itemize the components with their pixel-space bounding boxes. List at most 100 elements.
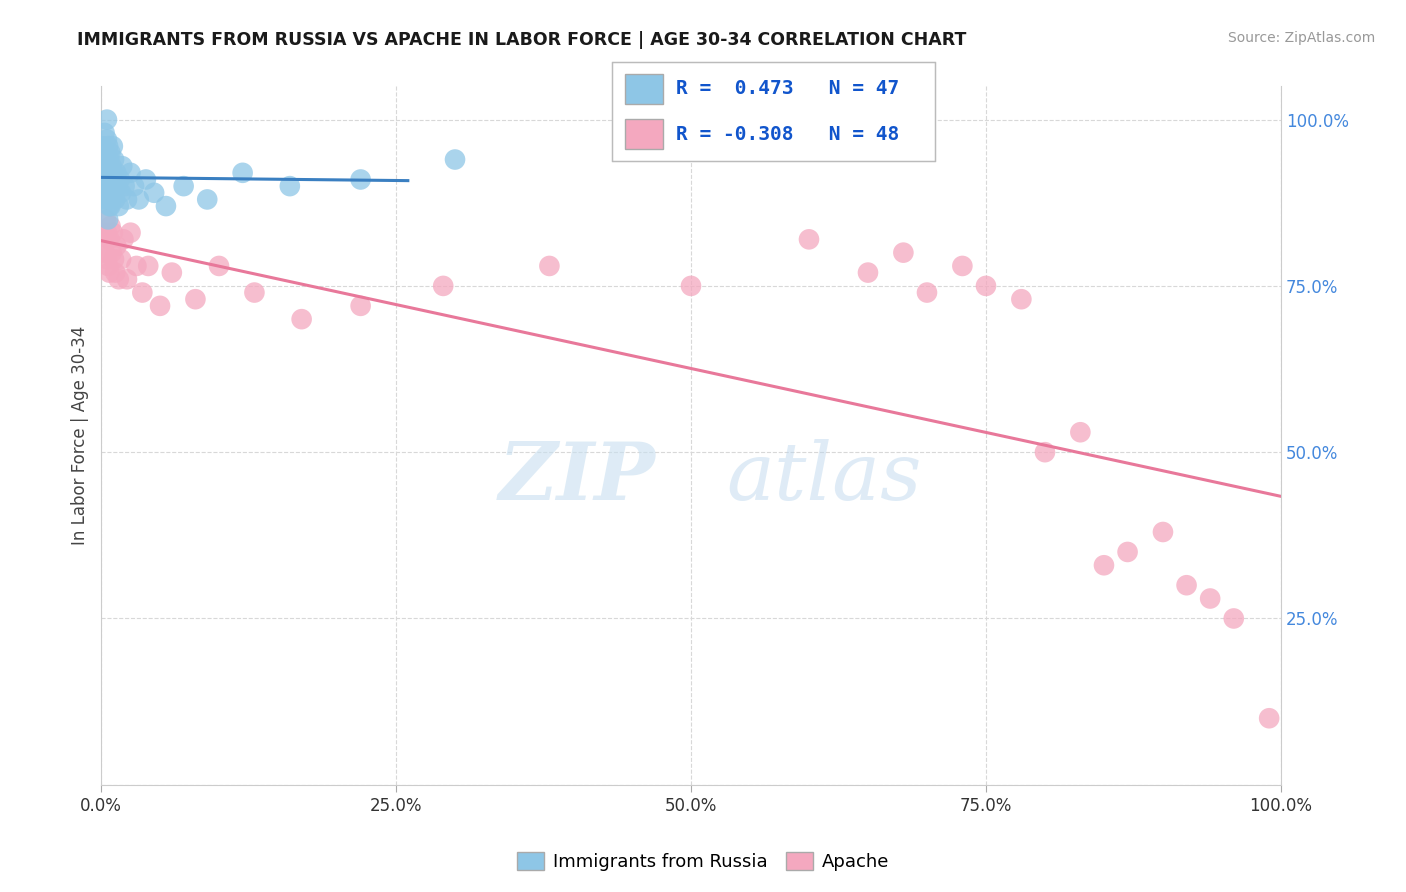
Point	[96, 112, 118, 127]
Point	[96, 132, 118, 146]
Point	[97, 166, 120, 180]
Point	[125, 259, 148, 273]
Point	[1116, 545, 1139, 559]
Point	[120, 226, 142, 240]
Point	[291, 312, 314, 326]
Point	[432, 279, 454, 293]
Point	[893, 245, 915, 260]
Point	[97, 139, 120, 153]
Point	[94, 145, 117, 160]
Point	[96, 159, 118, 173]
Point	[444, 153, 467, 167]
Point	[112, 232, 135, 246]
Point	[122, 179, 145, 194]
Point	[91, 232, 114, 246]
Text: R =  0.473   N = 47: R = 0.473 N = 47	[676, 79, 900, 98]
Point	[115, 272, 138, 286]
Point	[1258, 711, 1281, 725]
Point	[1069, 425, 1091, 440]
Point	[104, 193, 127, 207]
Legend: Immigrants from Russia, Apache: Immigrants from Russia, Apache	[509, 845, 897, 879]
Point	[93, 126, 115, 140]
Point	[797, 232, 820, 246]
Point	[98, 153, 121, 167]
Point	[108, 172, 131, 186]
Point	[101, 139, 124, 153]
Point	[155, 199, 177, 213]
Point	[1175, 578, 1198, 592]
Point	[94, 212, 117, 227]
Point	[93, 159, 115, 173]
Point	[1222, 611, 1244, 625]
Point	[349, 172, 371, 186]
Point	[135, 172, 157, 186]
Point	[96, 252, 118, 267]
Point	[120, 166, 142, 180]
Point	[1092, 558, 1115, 573]
Point	[98, 266, 121, 280]
Point	[111, 159, 134, 173]
Point	[110, 252, 132, 267]
Point	[93, 172, 115, 186]
Point	[131, 285, 153, 300]
Point	[96, 226, 118, 240]
Point	[195, 193, 218, 207]
Text: ZIP: ZIP	[499, 439, 655, 516]
Point	[97, 259, 120, 273]
Point	[538, 259, 561, 273]
Point	[98, 232, 121, 246]
Point	[96, 186, 118, 200]
Point	[105, 166, 128, 180]
Text: R = -0.308   N = 48: R = -0.308 N = 48	[676, 125, 900, 144]
Point	[349, 299, 371, 313]
Point	[950, 259, 973, 273]
Point	[1199, 591, 1222, 606]
Text: Source: ZipAtlas.com: Source: ZipAtlas.com	[1227, 31, 1375, 45]
FancyBboxPatch shape	[624, 120, 664, 149]
Point	[143, 186, 166, 200]
Point	[101, 166, 124, 180]
Point	[93, 245, 115, 260]
Point	[107, 179, 129, 194]
Point	[115, 193, 138, 207]
Point	[856, 266, 879, 280]
Point	[91, 139, 114, 153]
Text: atlas: atlas	[727, 439, 922, 516]
Point	[97, 193, 120, 207]
Point	[97, 212, 120, 227]
Point	[103, 153, 125, 167]
Point	[94, 193, 117, 207]
Point	[1033, 445, 1056, 459]
Point	[100, 199, 122, 213]
Point	[278, 179, 301, 194]
FancyBboxPatch shape	[624, 74, 664, 103]
Point	[98, 179, 121, 194]
Point	[232, 166, 254, 180]
Y-axis label: In Labor Force | Age 30-34: In Labor Force | Age 30-34	[72, 326, 89, 545]
Point	[103, 252, 125, 267]
Point	[128, 193, 150, 207]
Point	[208, 259, 231, 273]
Text: IMMIGRANTS FROM RUSSIA VS APACHE IN LABOR FORCE | AGE 30-34 CORRELATION CHART: IMMIGRANTS FROM RUSSIA VS APACHE IN LABO…	[77, 31, 967, 49]
Point	[98, 199, 121, 213]
Point	[184, 292, 207, 306]
Point	[107, 199, 129, 213]
Point	[100, 172, 122, 186]
Point	[104, 266, 127, 280]
Point	[100, 159, 122, 173]
Point	[149, 299, 172, 313]
Point	[679, 279, 702, 293]
Point	[173, 179, 195, 194]
Point	[974, 279, 997, 293]
Point	[136, 259, 159, 273]
Point	[103, 179, 125, 194]
Point	[114, 179, 136, 194]
Point	[243, 285, 266, 300]
Point	[105, 239, 128, 253]
Point	[101, 226, 124, 240]
Point	[915, 285, 938, 300]
Point	[107, 272, 129, 286]
Point	[100, 219, 122, 233]
Point	[100, 186, 122, 200]
Point	[1152, 524, 1174, 539]
